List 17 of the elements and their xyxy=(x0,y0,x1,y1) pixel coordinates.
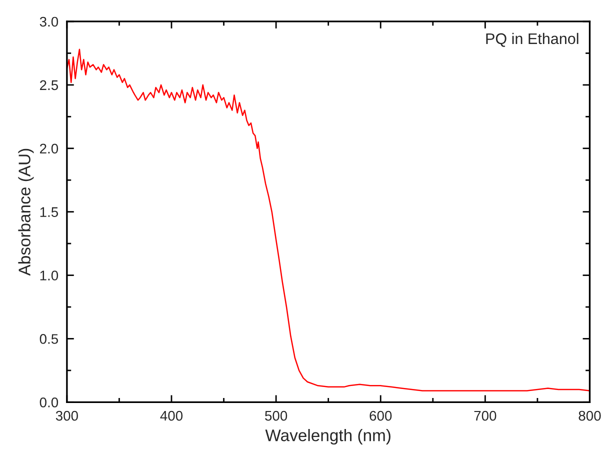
line-series xyxy=(66,48,590,392)
y-tick-label: 3.0 xyxy=(40,16,58,27)
x-tick-label: 400 xyxy=(160,410,183,421)
x-axis-title: Wavelength (nm) xyxy=(265,428,390,445)
y-tick-label: 2.5 xyxy=(40,80,58,90)
y-tick-label: 1.5 xyxy=(40,207,58,217)
y-axis-title: Absorbance (AU) xyxy=(18,148,34,276)
y-tick-label: 1.0 xyxy=(40,270,58,280)
x-tick-label: 800 xyxy=(578,410,601,421)
x-tick-label: 300 xyxy=(56,410,78,421)
x-tick-label: 700 xyxy=(474,410,496,421)
y-tick-label: 0.0 xyxy=(40,397,58,408)
y-tick-label: 2.0 xyxy=(40,144,58,154)
x-tick-label: 500 xyxy=(265,410,288,421)
x-tick-label: 600 xyxy=(370,410,392,421)
annotation: PQ in Ethanol xyxy=(486,32,578,47)
y-tick-label: 0.5 xyxy=(40,334,58,344)
